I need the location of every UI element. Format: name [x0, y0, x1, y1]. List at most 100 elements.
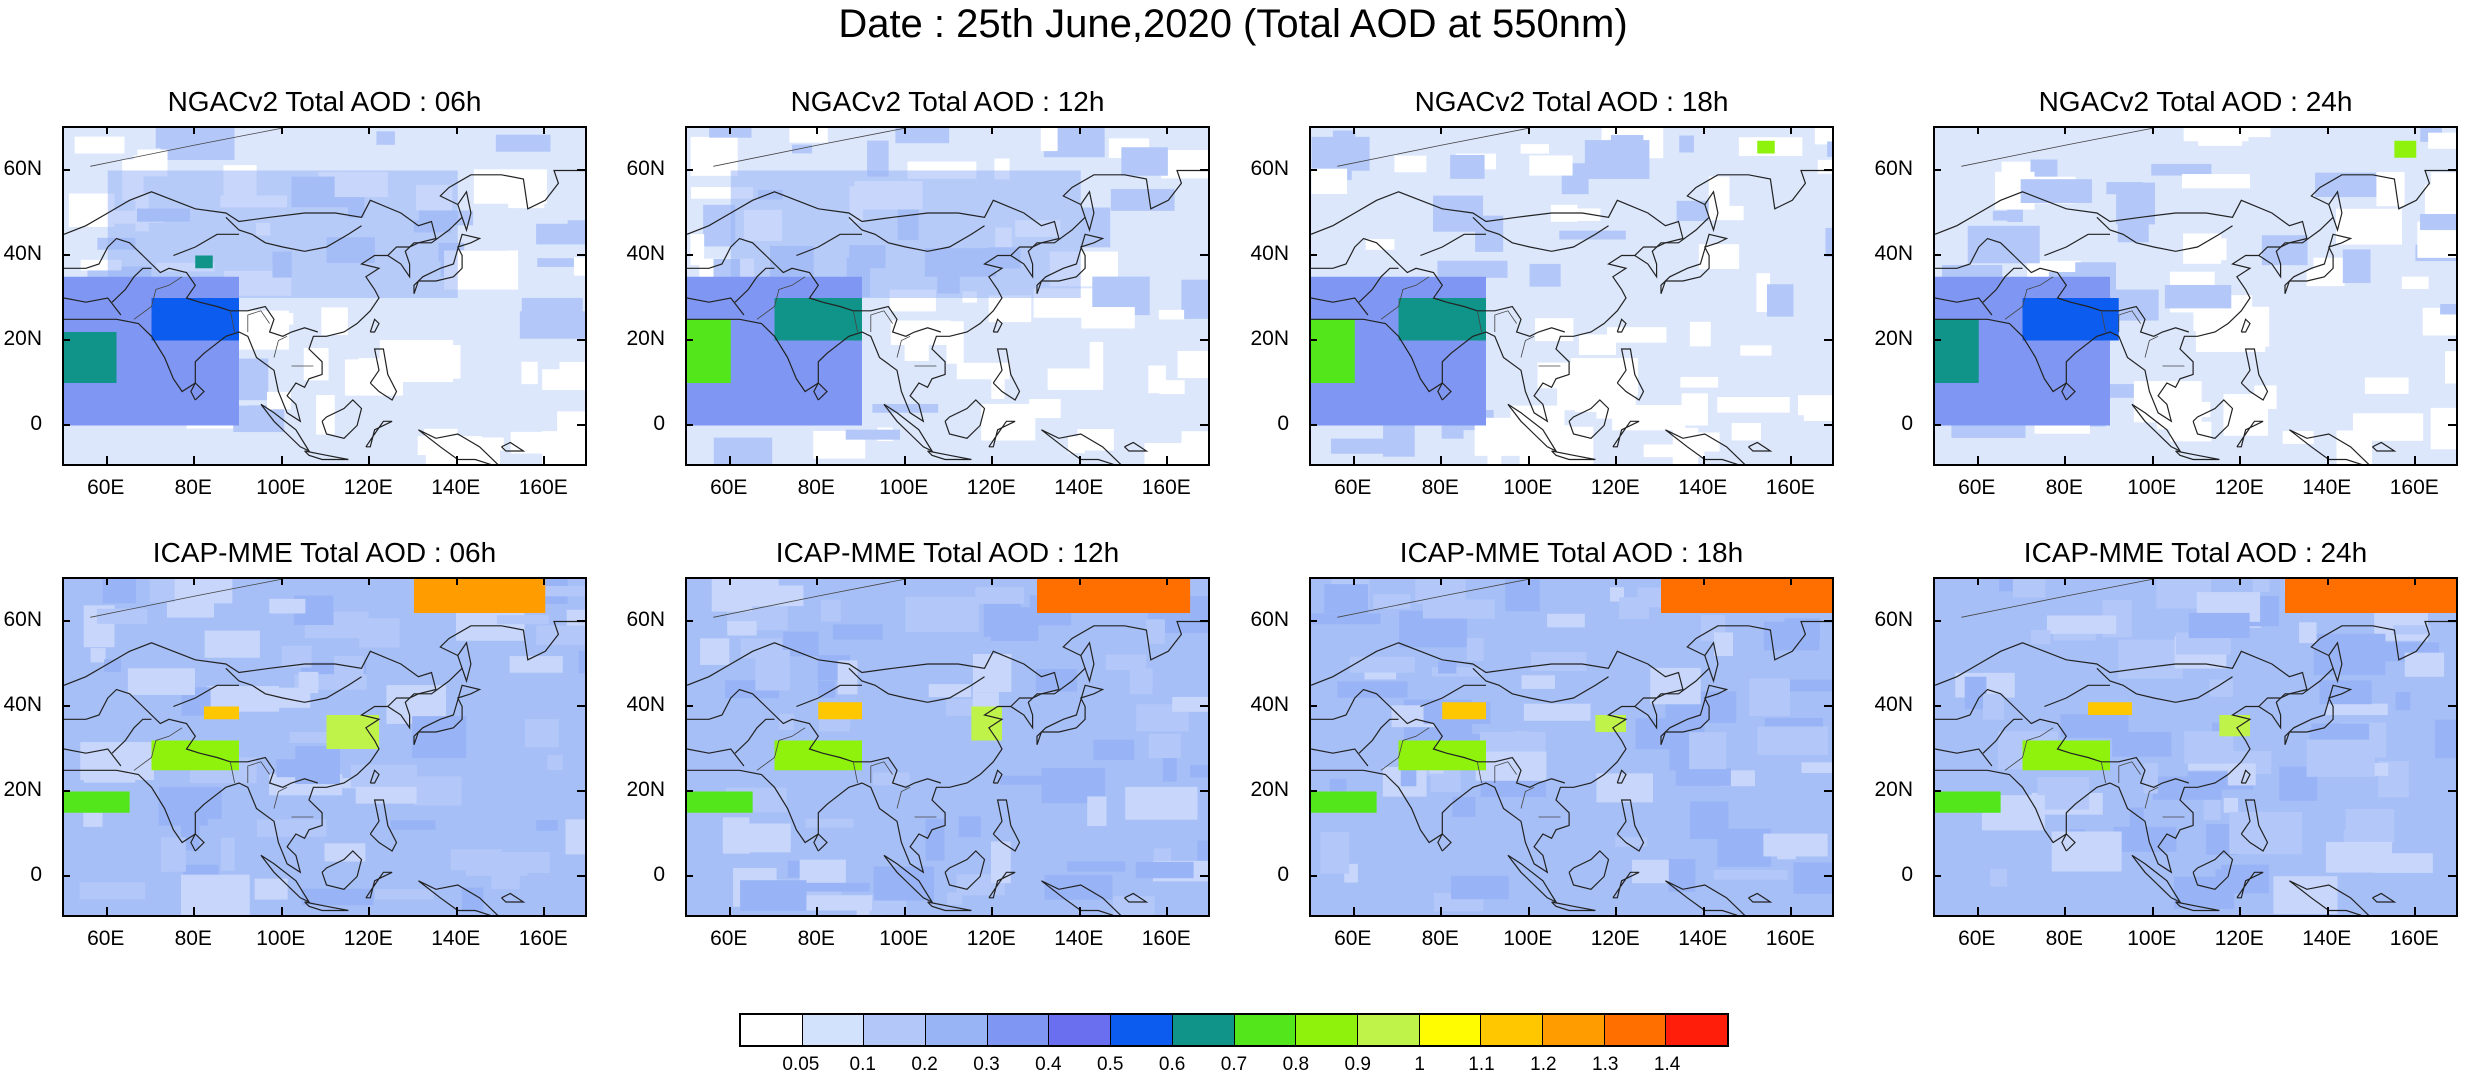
colorbar-label: 1.1	[1468, 1054, 1495, 1075]
coastline	[687, 237, 941, 337]
coastline	[992, 799, 1021, 852]
coastline	[927, 450, 972, 461]
lon-tick	[1615, 907, 1618, 915]
coastline	[1080, 190, 1095, 233]
coastline	[1311, 748, 1369, 767]
lon-tick-label: 100E	[1503, 927, 1553, 950]
coastline	[365, 420, 393, 448]
lon-tick-label: 160E	[1765, 476, 1815, 499]
lon-tick	[2239, 126, 2242, 134]
lon-tick	[1527, 577, 1530, 585]
lat-tick	[577, 619, 585, 622]
coastline	[1748, 441, 1773, 452]
aod-cell	[1144, 443, 1208, 464]
coastline	[992, 769, 1003, 784]
coastline	[64, 237, 318, 337]
lon-tick	[1352, 577, 1355, 585]
coastline	[1935, 748, 1993, 767]
lon-tick	[368, 577, 371, 585]
aod-cell	[2156, 419, 2185, 430]
lon-tick	[1078, 456, 1081, 464]
aod-cell	[1731, 423, 1761, 441]
aod-feature	[1661, 579, 1832, 613]
lon-tick-label: 160E	[518, 927, 568, 950]
aod-cell	[1394, 155, 1427, 173]
lat-tick	[685, 168, 693, 171]
coastline	[796, 233, 862, 257]
colorbar-label: 0.05	[782, 1054, 820, 1075]
lon-tick	[455, 577, 458, 585]
lat-tick-label: 40N	[626, 241, 665, 265]
map-panel: ICAP-MME Total AOD : 24h 60N 40N 20N 0 60E 80E…	[1873, 537, 2458, 977]
colorbar-swatch	[1542, 1015, 1605, 1045]
lon-tick	[2239, 456, 2242, 464]
coastline	[1935, 620, 2456, 874]
coastline	[988, 420, 1016, 448]
lon-tick	[1078, 577, 1081, 585]
map-panel: ICAP-MME Total AOD : 12h 60N 40N 20N 0 60E 80E…	[625, 537, 1210, 977]
coastline	[687, 191, 1060, 256]
lon-tick	[2326, 907, 2329, 915]
lon-tick-label: 100E	[1503, 476, 1553, 499]
lon-tick	[2414, 456, 2417, 464]
lon-tick	[903, 126, 906, 134]
lon-tick	[1702, 126, 1705, 134]
lat-tick	[1309, 253, 1317, 256]
coastline	[1507, 403, 1558, 453]
colorbar-swatch	[1111, 1015, 1173, 1045]
aod-cell	[2020, 179, 2093, 204]
lat-tick	[1933, 338, 1941, 341]
boundary	[229, 761, 235, 784]
lon-tick	[1615, 126, 1618, 134]
lat-tick	[1933, 704, 1941, 707]
lon-tick	[728, 126, 731, 134]
lat-tick	[1933, 874, 1941, 877]
aod-feature	[818, 702, 862, 720]
aod-cell	[573, 257, 585, 276]
lon-tick	[543, 456, 546, 464]
aod-feature	[774, 740, 862, 771]
lon-tick-label: 100E	[879, 476, 929, 499]
boundary	[133, 276, 183, 320]
aod-cell	[1559, 230, 1626, 240]
coastline	[687, 169, 1208, 423]
aod-cell	[1681, 393, 1708, 426]
coastline	[1665, 880, 1746, 915]
boundary	[1494, 761, 1517, 783]
coastline	[457, 190, 472, 233]
lon-tick-label: 60E	[710, 927, 748, 950]
lon-tick	[2151, 907, 2154, 915]
lat-tick	[62, 619, 70, 622]
lat-tick	[685, 619, 693, 622]
coastline	[1616, 769, 1627, 784]
coastline	[1437, 382, 1452, 401]
lat-tick-label: 40N	[1874, 692, 1913, 716]
coastline	[687, 297, 745, 316]
coastline	[1982, 267, 2023, 303]
lat-tick	[685, 874, 693, 877]
aod-feature	[1935, 579, 2456, 915]
lon-tick	[2414, 907, 2417, 915]
aod-cell	[1161, 149, 1208, 179]
aod-cell	[1433, 195, 1484, 232]
aod-cell	[1181, 279, 1208, 319]
aod-cell	[1578, 334, 1616, 355]
panel-title: NGACv2 Total AOD : 06h	[167, 86, 482, 117]
lat-tick	[62, 423, 70, 426]
aod-cell	[321, 307, 348, 336]
boundary	[2118, 310, 2141, 332]
coastline	[1041, 429, 1122, 464]
coastline	[64, 191, 437, 256]
lon-tick-label: 80E	[797, 476, 835, 499]
aod-cell	[1689, 321, 1711, 347]
lon-tick-label: 80E	[797, 927, 835, 950]
boundary	[1380, 727, 1430, 771]
lat-tick	[685, 338, 693, 341]
aod-feature	[1935, 319, 1979, 383]
lon-tick	[2326, 577, 2329, 585]
boundary	[133, 727, 183, 771]
aod-cell	[1766, 284, 1794, 317]
coastline	[64, 642, 437, 707]
coastline	[1080, 641, 1095, 684]
lon-tick	[105, 126, 108, 134]
